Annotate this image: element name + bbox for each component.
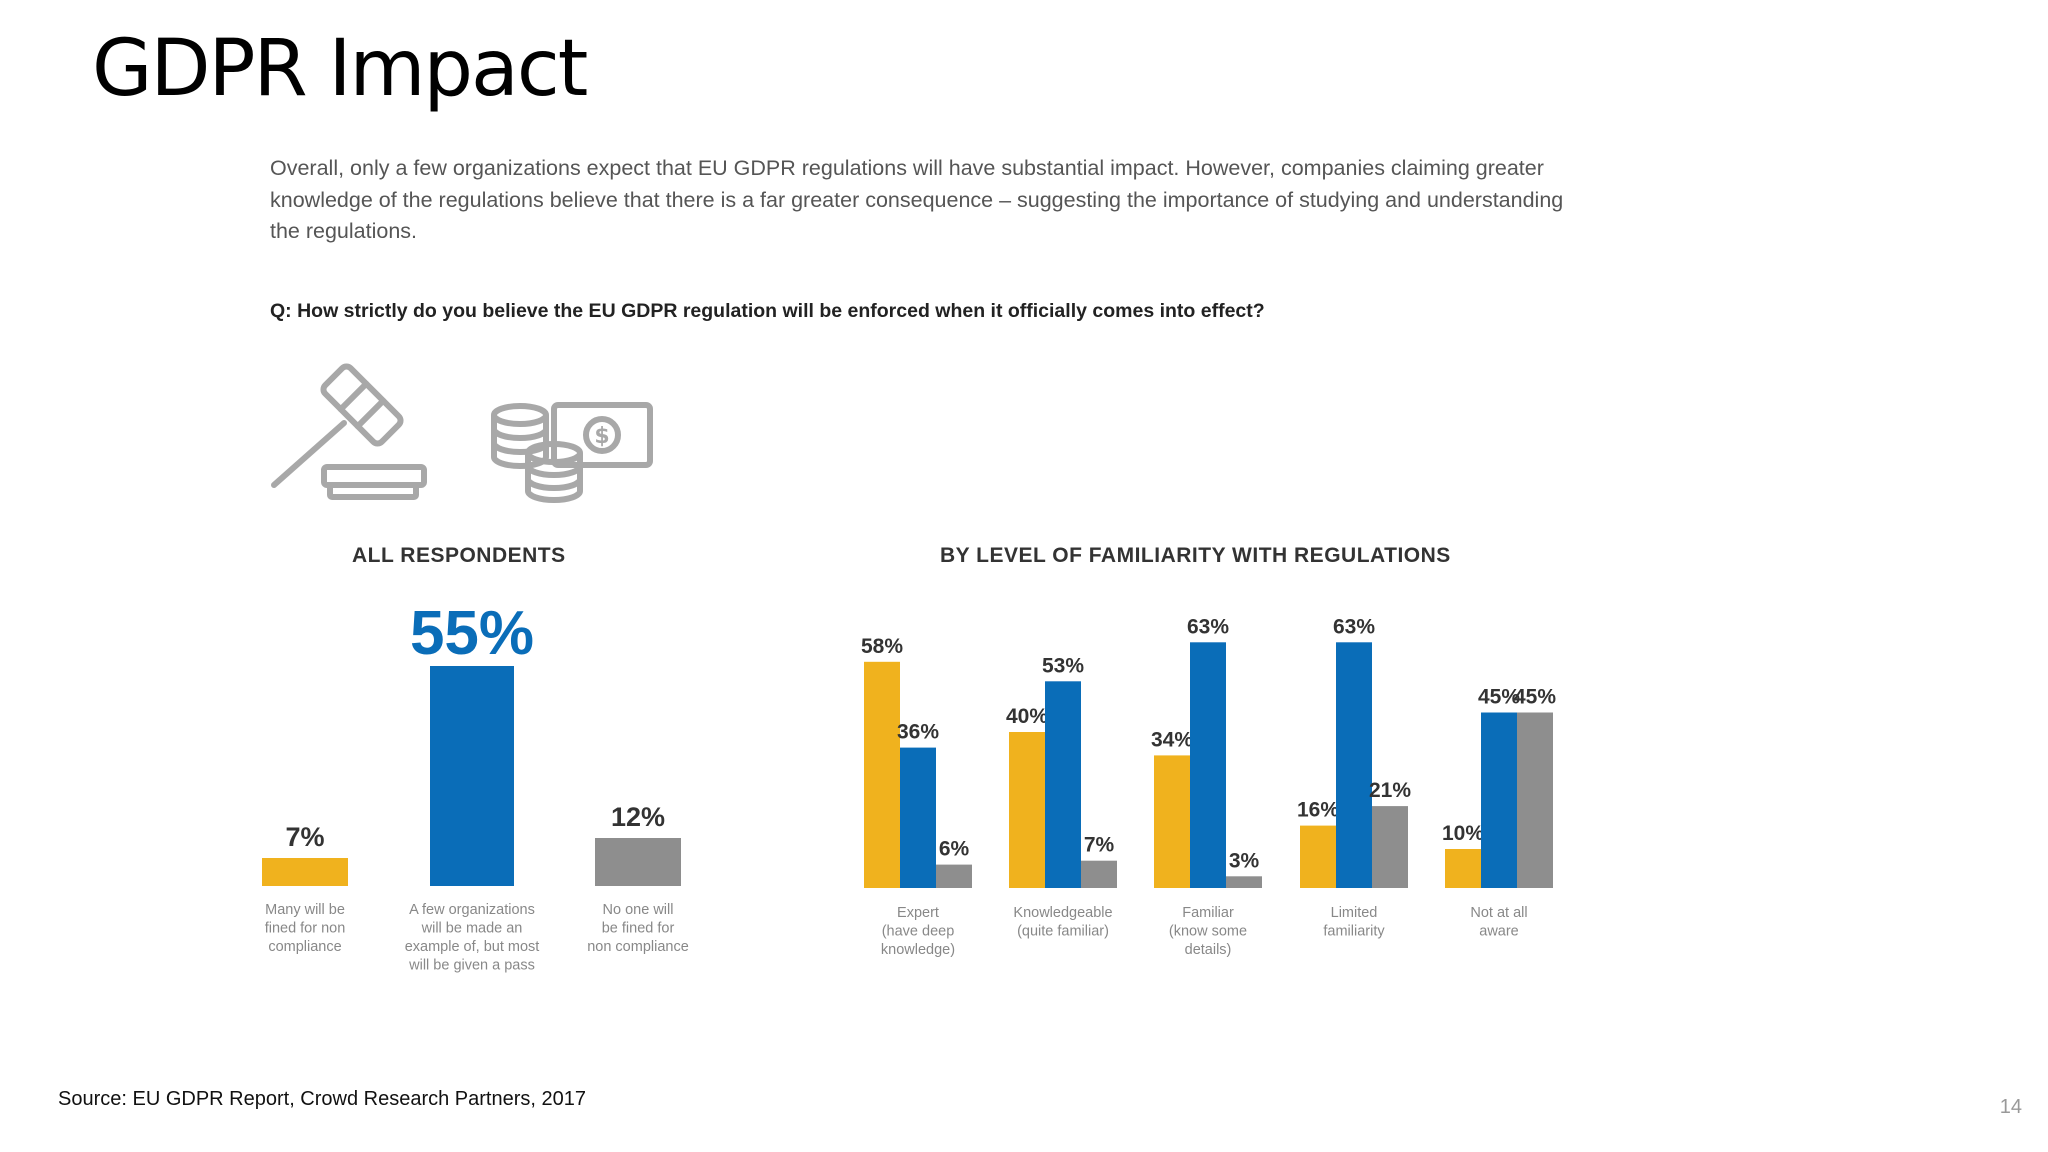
category-label-line: be fined for: [602, 921, 675, 937]
value-label-group-3-series-3: 3%: [1229, 849, 1260, 872]
value-label-group-5-series-2: 45%: [1478, 686, 1520, 709]
category-label-line: compliance: [268, 939, 341, 955]
value-label-group-4-series-1: 16%: [1297, 799, 1339, 822]
bar-group-1-series-3: [936, 864, 972, 888]
bar-group-5-series-3: [1517, 712, 1553, 888]
illustration-icons: $: [271, 363, 653, 503]
bar-group-5-series-2: [1481, 712, 1517, 888]
value-label-all-3: 12%: [611, 802, 665, 832]
category-label-line: (know some: [1169, 924, 1247, 940]
value-label-group-2-series-1: 40%: [1006, 705, 1048, 728]
category-label-group-1: Expert (have deep knowledge): [881, 905, 955, 958]
bar-group-2-series-1: [1009, 732, 1045, 888]
bar-all-2: [430, 666, 514, 886]
bar-group-2-series-2: [1045, 681, 1081, 888]
category-label-group-5: Not at all aware: [1470, 905, 1527, 940]
bar-group-4-series-3: [1372, 806, 1408, 888]
category-label-group-2: Knowledgeable (quite familiar): [1013, 905, 1112, 940]
value-label-group-1-series-2: 36%: [897, 721, 939, 744]
category-label-line: Expert: [897, 905, 939, 921]
value-label-group-5-series-1: 10%: [1442, 822, 1484, 845]
right-chart-heading: BY LEVEL OF FAMILIARITY WITH REGULATIONS: [940, 544, 1451, 567]
category-label-all-1: Many will be fined for non compliance: [265, 902, 346, 955]
value-label-all-2: 55%: [410, 599, 534, 668]
source-citation: Source: EU GDPR Report, Crowd Research P…: [58, 1088, 586, 1110]
value-label-group-4-series-3: 21%: [1369, 779, 1411, 802]
slide-title: GDPR Impact: [92, 24, 588, 114]
category-label-group-4: Limited familiarity: [1323, 905, 1385, 940]
category-label-line: will be given a pass: [408, 958, 535, 974]
bar-all-3: [595, 838, 681, 886]
category-label-line: non compliance: [587, 939, 689, 955]
category-label-all-2: A few organizations will be made an exampl…: [405, 902, 540, 974]
page-number: 14: [1999, 1096, 2022, 1118]
category-label-line: familiarity: [1323, 924, 1385, 940]
category-label-line: (quite familiar): [1017, 924, 1109, 940]
category-label-line: fined for non: [265, 921, 346, 937]
category-label-line: Familiar: [1182, 905, 1234, 921]
category-label-line: details): [1185, 942, 1232, 958]
bar-group-4-series-1: [1300, 825, 1336, 888]
value-label-group-2-series-2: 53%: [1042, 654, 1084, 677]
category-label-line: will be made an: [421, 921, 523, 937]
svg-text:$: $: [594, 424, 609, 449]
category-label-line: Many will be: [265, 902, 345, 918]
category-label-group-3: Familiar (know some details): [1169, 905, 1247, 958]
category-label-line: knowledge): [881, 942, 955, 958]
category-label-line: example of, but most: [405, 939, 540, 955]
value-label-group-1-series-3: 6%: [939, 838, 970, 861]
intro-paragraph: Overall, only a few organizations expect…: [270, 156, 1564, 243]
category-label-line: Limited: [1331, 905, 1378, 921]
value-label-group-3-series-1: 34%: [1151, 728, 1193, 751]
bar-group-5-series-1: [1445, 849, 1481, 888]
value-label-all-1: 7%: [285, 822, 324, 852]
bar-group-1-series-1: [864, 661, 900, 888]
category-label-line: No one will: [603, 902, 674, 918]
value-label-group-1-series-1: 58%: [861, 635, 903, 658]
category-label-line: aware: [1479, 924, 1519, 940]
value-label-group-3-series-2: 63%: [1187, 615, 1229, 638]
category-label-line: Not at all: [1470, 905, 1527, 921]
bar-group-4-series-2: [1336, 642, 1372, 888]
bar-group-3-series-3: [1226, 876, 1262, 888]
bar-group-1-series-2: [900, 747, 936, 888]
category-label-line: Knowledgeable: [1013, 905, 1112, 921]
bar-group-3-series-1: [1154, 755, 1190, 888]
category-label-line: (have deep: [882, 924, 955, 940]
category-label-line: A few organizations: [409, 902, 535, 918]
left-chart-heading: ALL RESPONDENTS: [352, 544, 566, 567]
coins-and-cash-icon: $: [491, 402, 653, 503]
bar-group-2-series-3: [1081, 860, 1117, 888]
value-label-group-2-series-3: 7%: [1084, 834, 1115, 857]
bar-all-1: [262, 858, 348, 886]
value-label-group-5-series-3: 45%: [1514, 686, 1556, 709]
survey-question: Q: How strictly do you believe the EU GD…: [270, 300, 1265, 322]
bar-group-3-series-2: [1190, 642, 1226, 888]
gavel-icon: [271, 363, 427, 500]
value-label-group-4-series-2: 63%: [1333, 615, 1375, 638]
category-label-all-3: No one will be fined for non compliance: [587, 902, 689, 955]
